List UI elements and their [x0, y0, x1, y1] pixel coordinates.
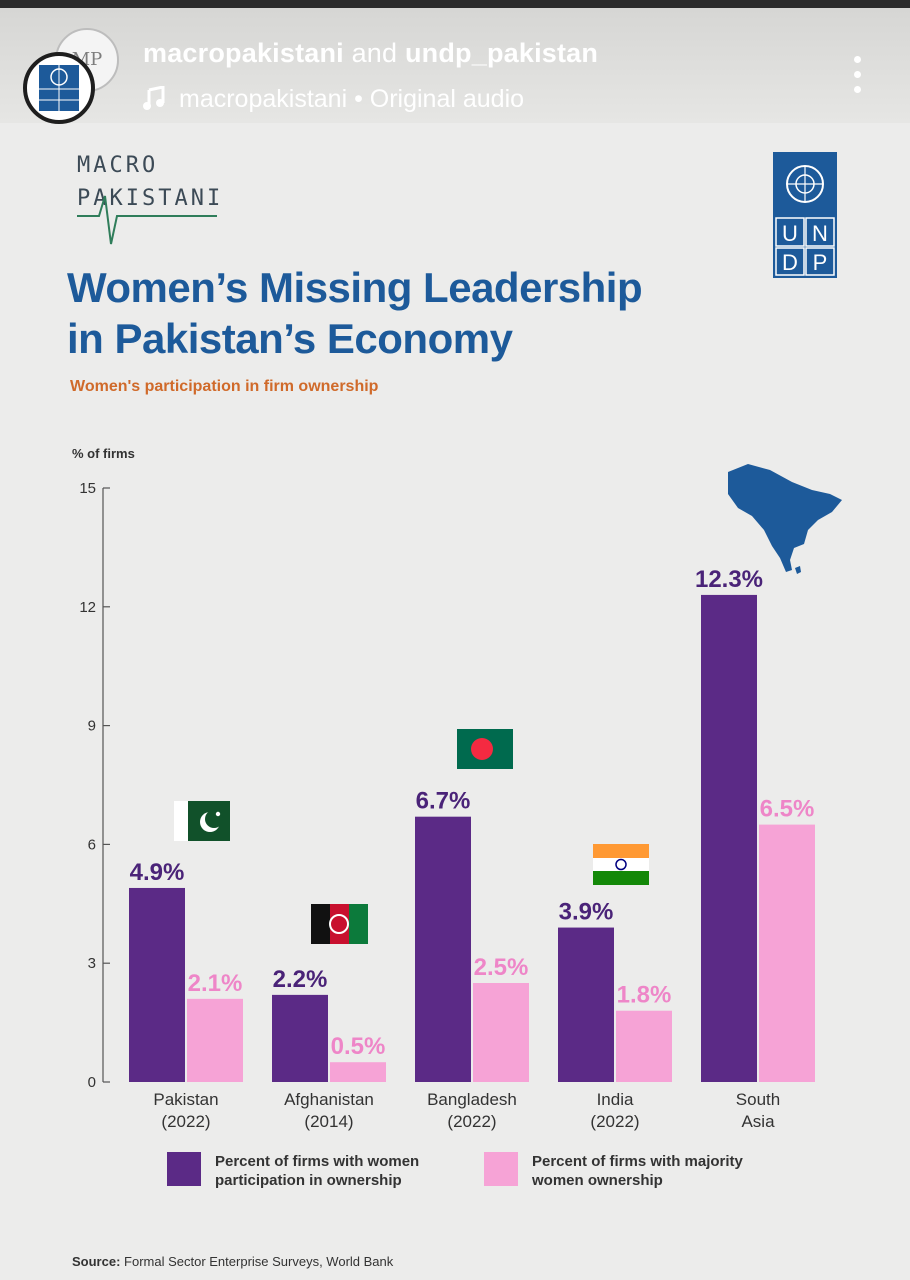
legend-label-1-line1: Percent of firms with women: [215, 1153, 419, 1170]
afghanistan-flag-icon: [311, 904, 368, 944]
title-line-1: Women’s Missing Leadership: [67, 264, 643, 311]
bar-s1-2: [272, 994, 328, 1082]
bar-s2-5: [759, 824, 815, 1082]
macropakistani-logo: MACRO PAKISTANI: [75, 150, 225, 255]
category-label-5-line2: Asia: [741, 1112, 775, 1131]
handle-connector: and: [343, 38, 405, 68]
source-text: Formal Sector Enterprise Surveys, World …: [120, 1254, 394, 1269]
legend-swatch-1: [167, 1152, 201, 1186]
data-label-s1-5: 12.3%: [695, 566, 763, 593]
source-label: Source:: [72, 1254, 121, 1269]
bar-s2-4: [616, 1010, 672, 1082]
pakistan-flag-icon: [174, 801, 230, 841]
category-label-2-line1: Afghanistan: [284, 1090, 374, 1109]
bar-chart: % of firms 0 3 6 9 12 15 4.9% 2.2% 6.7% 3.9% 12.3% 2…: [72, 446, 842, 1189]
data-label-s1-2: 2.2%: [273, 966, 328, 993]
undp-letter-u: U: [782, 221, 798, 246]
category-label-4-line2: (2022): [590, 1112, 639, 1131]
bar-s1-1: [129, 887, 185, 1082]
legend-label-2-line2: women ownership: [531, 1172, 663, 1189]
audio-link[interactable]: macropakistani • Original audio: [143, 85, 524, 114]
bar-s1-5: [701, 594, 757, 1082]
india-flag-icon: [593, 844, 649, 885]
legend-swatch-2: [484, 1152, 518, 1186]
source-note: Source: Formal Sector Enterprise Surveys…: [72, 1254, 393, 1269]
category-label-2-line2: (2014): [304, 1112, 353, 1131]
title-line-2: in Pakistan’s Economy: [67, 315, 513, 362]
y-tick-label: 15: [79, 480, 96, 497]
south-asia-map-icon: [728, 464, 842, 574]
infographic-subtitle: Women's participation in firm ownership: [70, 378, 379, 395]
data-label-s1-1: 4.9%: [130, 859, 185, 886]
undp-letter-d: D: [782, 250, 798, 275]
data-label-s2-4: 1.8%: [617, 982, 672, 1009]
post-handles[interactable]: macropakistani and undp_pakistan: [143, 38, 598, 69]
y-tick-label: 9: [88, 718, 96, 735]
undp-logo: U N D P: [773, 152, 837, 278]
bar-s1-4: [558, 927, 614, 1082]
category-label-1-line1: Pakistan: [153, 1090, 218, 1109]
undp-letter-n: N: [812, 221, 828, 246]
y-axis-label: % of firms: [72, 446, 135, 461]
data-label-s2-5: 6.5%: [760, 796, 815, 823]
audio-label: macropakistani • Original audio: [179, 85, 525, 113]
category-label-5-line1: South: [736, 1090, 780, 1109]
macro-logo-line2: PAKISTANI: [77, 186, 223, 211]
music-note-icon: [143, 85, 165, 110]
data-label-s2-2: 0.5%: [331, 1033, 386, 1060]
data-label-s2-3: 2.5%: [474, 954, 529, 981]
y-tick-label: 6: [88, 836, 96, 853]
more-vertical-icon[interactable]: [850, 56, 864, 96]
status-bar-strip: [0, 0, 910, 8]
bar-s2-2: [330, 1062, 386, 1082]
legend-label-1-line2: participation in ownership: [215, 1172, 402, 1189]
data-label-s1-4: 3.9%: [559, 899, 614, 926]
y-tick-label: 3: [88, 955, 96, 972]
macro-logo-line1: MACRO: [77, 153, 158, 178]
category-label-4-line1: India: [597, 1090, 634, 1109]
data-label-s1-3: 6.7%: [416, 788, 471, 815]
category-label-3-line2: (2022): [447, 1112, 496, 1131]
handle-secondary[interactable]: undp_pakistan: [404, 38, 599, 68]
y-tick-label: 0: [88, 1074, 96, 1091]
bar-s2-1: [187, 998, 243, 1082]
bangladesh-flag-icon: [457, 729, 513, 769]
category-label-1-line2: (2022): [161, 1112, 210, 1131]
y-tick-label: 12: [79, 599, 96, 616]
undp-avatar-logo-icon: [39, 65, 79, 111]
avatar-undp-pakistan[interactable]: [23, 52, 95, 124]
bar-s2-3: [473, 983, 529, 1082]
undp-letter-p: P: [813, 250, 828, 275]
handle-primary[interactable]: macropakistani: [143, 38, 344, 68]
legend-label-2-line1: Percent of firms with majority: [532, 1153, 744, 1170]
category-label-3-line1: Bangladesh: [427, 1090, 517, 1109]
bar-s1-3: [415, 816, 471, 1082]
post-header: MP macropakistani and undp_pakistan macr…: [0, 8, 910, 124]
data-label-s2-1: 2.1%: [188, 970, 243, 997]
infographic-title: Women’s Missing Leadership in Pakistan’s…: [67, 262, 747, 364]
